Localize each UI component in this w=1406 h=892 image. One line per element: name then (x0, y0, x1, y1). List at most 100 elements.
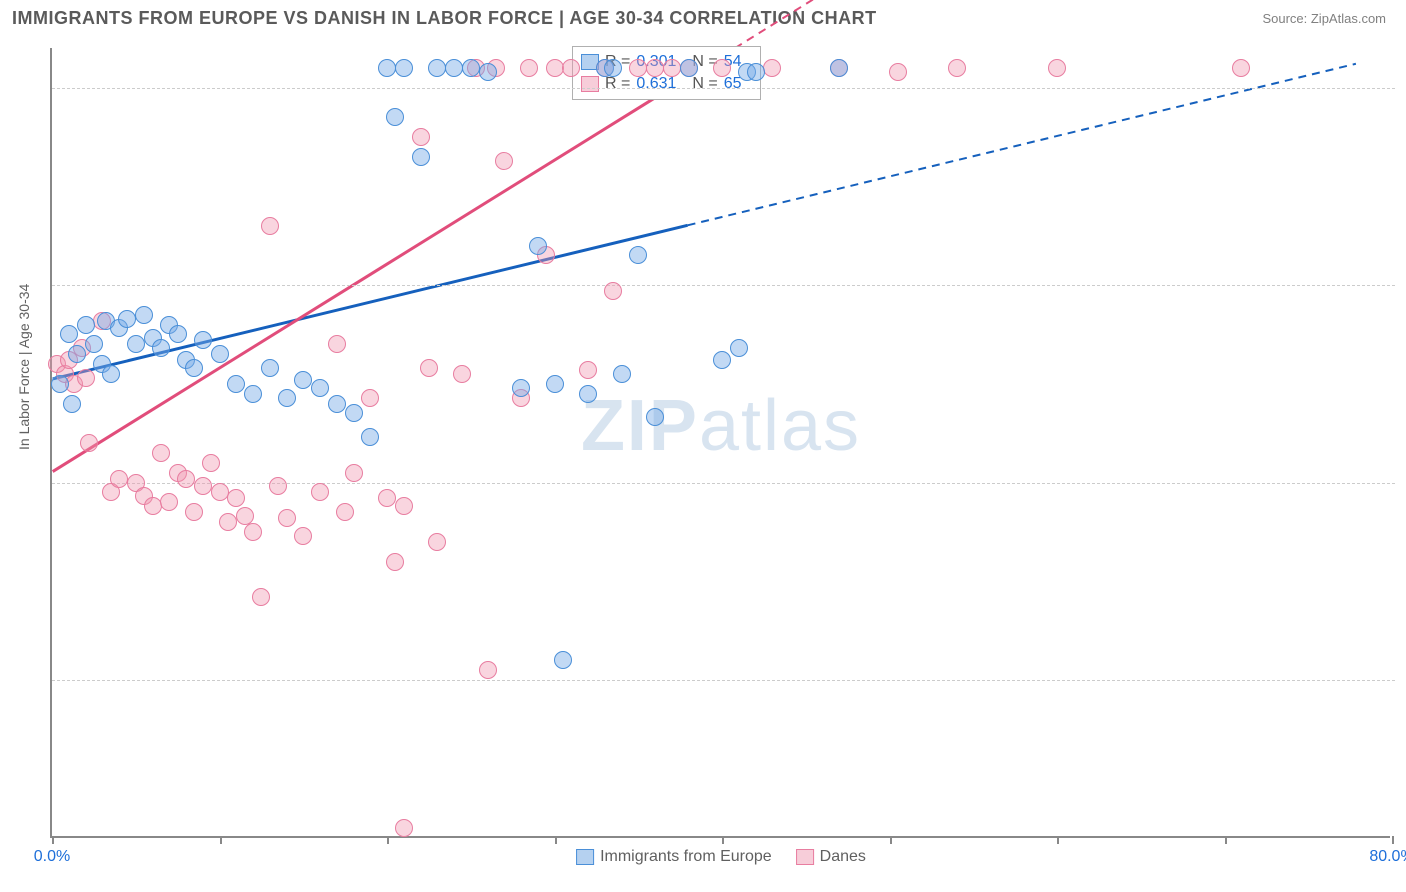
legend-swatch (576, 849, 594, 865)
legend-label: Danes (820, 848, 866, 866)
x-tick (555, 836, 557, 844)
x-tick (890, 836, 892, 844)
scatter-point (579, 361, 597, 379)
scatter-point (85, 335, 103, 353)
scatter-point (579, 385, 597, 403)
scatter-point (294, 527, 312, 545)
scatter-point (420, 359, 438, 377)
scatter-point (77, 316, 95, 334)
scatter-point (135, 306, 153, 324)
source-label: Source: ZipAtlas.com (1262, 11, 1386, 26)
scatter-point (646, 408, 664, 426)
legend-swatch (581, 76, 599, 92)
scatter-point (80, 434, 98, 452)
scatter-point (428, 533, 446, 551)
scatter-point (345, 404, 363, 422)
r-value: 0.631 (636, 75, 676, 93)
chart-title: IMMIGRANTS FROM EUROPE VS DANISH IN LABO… (12, 8, 877, 29)
scatter-point (378, 59, 396, 77)
scatter-point (629, 59, 647, 77)
scatter-point (269, 477, 287, 495)
x-tick (1225, 836, 1227, 844)
scatter-point (328, 335, 346, 353)
scatter-point (680, 59, 698, 77)
legend-label: Immigrants from Europe (600, 848, 772, 866)
scatter-point (395, 819, 413, 837)
scatter-point (412, 148, 430, 166)
grid-line (52, 285, 1395, 286)
scatter-point (194, 477, 212, 495)
scatter-point (747, 63, 765, 81)
scatter-point (462, 59, 480, 77)
x-tick (1392, 836, 1394, 844)
x-tick (387, 836, 389, 844)
scatter-point (185, 503, 203, 521)
scatter-point (378, 489, 396, 507)
scatter-point (144, 497, 162, 515)
scatter-point (428, 59, 446, 77)
x-tick (722, 836, 724, 844)
scatter-point (211, 345, 229, 363)
scatter-point (102, 365, 120, 383)
scatter-point (453, 365, 471, 383)
scatter-point (294, 371, 312, 389)
watermark: ZIPatlas (581, 385, 861, 467)
series-legend: Immigrants from Europe Danes (576, 848, 866, 866)
scatter-point (479, 63, 497, 81)
grid-line (52, 680, 1395, 681)
scatter-point (244, 523, 262, 541)
x-tick-label: 0.0% (34, 848, 70, 866)
x-tick (52, 836, 54, 844)
scatter-point (211, 483, 229, 501)
scatter-point (160, 493, 178, 511)
n-value: 65 (724, 75, 742, 93)
scatter-point (1232, 59, 1250, 77)
scatter-point (118, 310, 136, 328)
scatter-point (244, 385, 262, 403)
scatter-point (227, 375, 245, 393)
scatter-point (169, 325, 187, 343)
scatter-point (110, 470, 128, 488)
scatter-point (152, 339, 170, 357)
scatter-point (278, 389, 296, 407)
scatter-point (361, 428, 379, 446)
scatter-point (152, 444, 170, 462)
scatter-point (361, 389, 379, 407)
scatter-point (830, 59, 848, 77)
scatter-point (948, 59, 966, 77)
scatter-point (713, 351, 731, 369)
scatter-point (328, 395, 346, 413)
scatter-point (395, 59, 413, 77)
scatter-point (336, 503, 354, 521)
scatter-point (763, 59, 781, 77)
scatter-point (554, 651, 572, 669)
scatter-point (604, 59, 622, 77)
scatter-point (77, 369, 95, 387)
scatter-point (613, 365, 631, 383)
scatter-point (345, 464, 363, 482)
scatter-point (520, 59, 538, 77)
scatter-point (512, 379, 530, 397)
scatter-point (629, 246, 647, 264)
scatter-point (663, 59, 681, 77)
n-label: N = (692, 75, 717, 93)
scatter-point (60, 325, 78, 343)
x-tick-label: 80.0% (1369, 848, 1406, 866)
scatter-point (278, 509, 296, 527)
scatter-point (730, 339, 748, 357)
scatter-point (127, 335, 145, 353)
scatter-point (194, 331, 212, 349)
scatter-point (386, 553, 404, 571)
grid-line (52, 88, 1395, 89)
scatter-point (562, 59, 580, 77)
scatter-point (412, 128, 430, 146)
scatter-point (395, 497, 413, 515)
scatter-point (479, 661, 497, 679)
scatter-point (63, 395, 81, 413)
r-label: R = (605, 75, 630, 93)
x-tick (220, 836, 222, 844)
chart-header: IMMIGRANTS FROM EUROPE VS DANISH IN LABO… (0, 0, 1406, 33)
scatter-point (227, 489, 245, 507)
scatter-point (177, 470, 195, 488)
scatter-point (529, 237, 547, 255)
